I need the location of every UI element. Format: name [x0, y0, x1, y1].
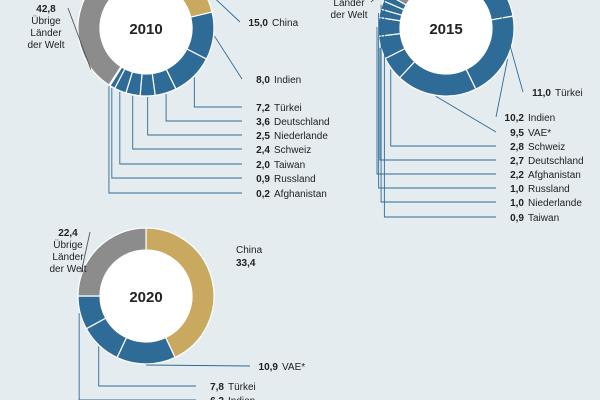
donut-chart-2015: 2015 11,0 Türkei 10,2 Indien 9,5 VAE* 2,8 Schwei… [330, 0, 584, 224]
category-label-schweiz: Schweiz [274, 145, 311, 156]
value-label-china: 33,4 [236, 258, 256, 269]
leader-line-taiwan [119, 91, 242, 165]
category-label-taiwan: Taiwan [528, 213, 559, 224]
category-label-vae: VAE* [282, 362, 305, 373]
leader-line-tuerkei [98, 346, 196, 387]
value-label-taiwan: 2,0 [256, 160, 270, 171]
chart-year-title: 2015 [429, 21, 462, 38]
leader-line-indien [495, 59, 508, 118]
donut-chart-2010: 2010 15,0 China 8,0 Indien 7,2 Türkei 3,6 Deutsc… [27, 0, 330, 200]
value-label-taiwan: 0,9 [510, 213, 524, 224]
donut-hole [100, 0, 192, 74]
category-label-schweiz: Schweiz [528, 142, 565, 153]
leader-line-tuerkei [496, 0, 524, 93]
value-label-niederlande: 2,5 [256, 131, 270, 142]
value-label-china: 15,0 [249, 18, 269, 29]
category-label-china: China [236, 245, 263, 256]
category-label-indien: Indien [228, 396, 255, 400]
category-label-taiwan: Taiwan [274, 160, 305, 171]
value-label-schweiz: 2,8 [510, 142, 524, 153]
leader-line-indien [78, 313, 196, 400]
category-label-russland: Russland [274, 174, 316, 185]
category-label-tuerkei: Türkei [274, 103, 302, 114]
leader-line-afghanistan [376, 26, 496, 175]
leader-line-vae [146, 364, 251, 367]
value-label-russland: 0,9 [256, 174, 270, 185]
category-label-laender-der-welt: Länder der Welt [330, 0, 367, 21]
donut-hole [400, 0, 492, 74]
donut-hole [100, 250, 192, 342]
category-label-niederlande: Niederlande [528, 198, 582, 209]
value-label-deutschland: 2,7 [510, 156, 524, 167]
leader-line-afghanistan [108, 86, 242, 194]
leader-line-deutschland [379, 48, 496, 161]
leader-line-schweiz [132, 95, 242, 150]
value-label-niederlande: 1,0 [510, 198, 524, 209]
category-label-niederlande: Niederlande [274, 131, 328, 142]
value-label-afghanistan: 2,2 [510, 170, 524, 181]
value-label-indien: 6,2 [210, 396, 224, 400]
leader-line-indien [214, 35, 243, 80]
category-label-indien: Indien [528, 113, 555, 124]
leader-line-china [215, 0, 241, 23]
category-label-tuerkei: Türkei [228, 382, 256, 393]
category-label-uebrige-laender-der-welt: Übrige Länder der Welt [49, 239, 86, 275]
leader-line-russland [378, 12, 496, 189]
leader-line-taiwan [383, 0, 496, 218]
leader-line-uebrige-laender-der-welt [67, 7, 92, 70]
value-label-indien: 8,0 [256, 75, 270, 86]
leader-line-tuerkei [193, 77, 242, 108]
category-label-russland: Russland [528, 184, 570, 195]
chart-year-title: 2010 [129, 21, 162, 38]
category-label-china: China [272, 18, 299, 29]
leader-line-schweiz [390, 69, 496, 147]
value-label-vae: 9,5 [510, 128, 524, 139]
category-label-uebrige-laender-der-welt: Übrige Länder der Welt [27, 15, 64, 51]
category-label-deutschland: Deutschland [274, 117, 330, 128]
category-label-vae: VAE* [528, 128, 551, 139]
value-label-uebrige-laender-der-welt: 42,8 [36, 4, 56, 15]
value-label-indien: 10,2 [505, 113, 525, 124]
value-label-deutschland: 3,6 [256, 117, 270, 128]
value-label-russland: 1,0 [510, 184, 524, 195]
leader-line-niederlande [380, 4, 496, 203]
leader-line-russland [111, 87, 242, 179]
value-label-uebrige-laender-der-welt: 22,4 [58, 228, 78, 239]
leader-line-vae [435, 95, 497, 133]
slice-laender-der-welt [396, 0, 411, 6]
value-label-afghanistan: 0,2 [256, 189, 270, 200]
value-label-schweiz: 2,4 [256, 145, 270, 156]
category-label-indien: Indien [274, 75, 301, 86]
category-label-tuerkei: Türkei [555, 88, 583, 99]
value-label-tuerkei: 7,8 [210, 382, 224, 393]
value-label-tuerkei: 11,0 [532, 88, 551, 99]
leader-line-uebrige-laender-der-welt [80, 231, 91, 273]
slice-niederlande [139, 72, 156, 97]
value-label-vae: 10,9 [259, 362, 279, 373]
leader-line-niederlande [147, 96, 242, 136]
category-label-afghanistan: Afghanistan [528, 170, 581, 181]
category-label-deutschland: Deutschland [528, 156, 584, 167]
value-label-tuerkei: 7,2 [256, 103, 270, 114]
leader-line-deutschland [165, 94, 242, 122]
category-label-afghanistan: Afghanistan [274, 189, 327, 200]
chart-year-title: 2020 [129, 289, 162, 306]
